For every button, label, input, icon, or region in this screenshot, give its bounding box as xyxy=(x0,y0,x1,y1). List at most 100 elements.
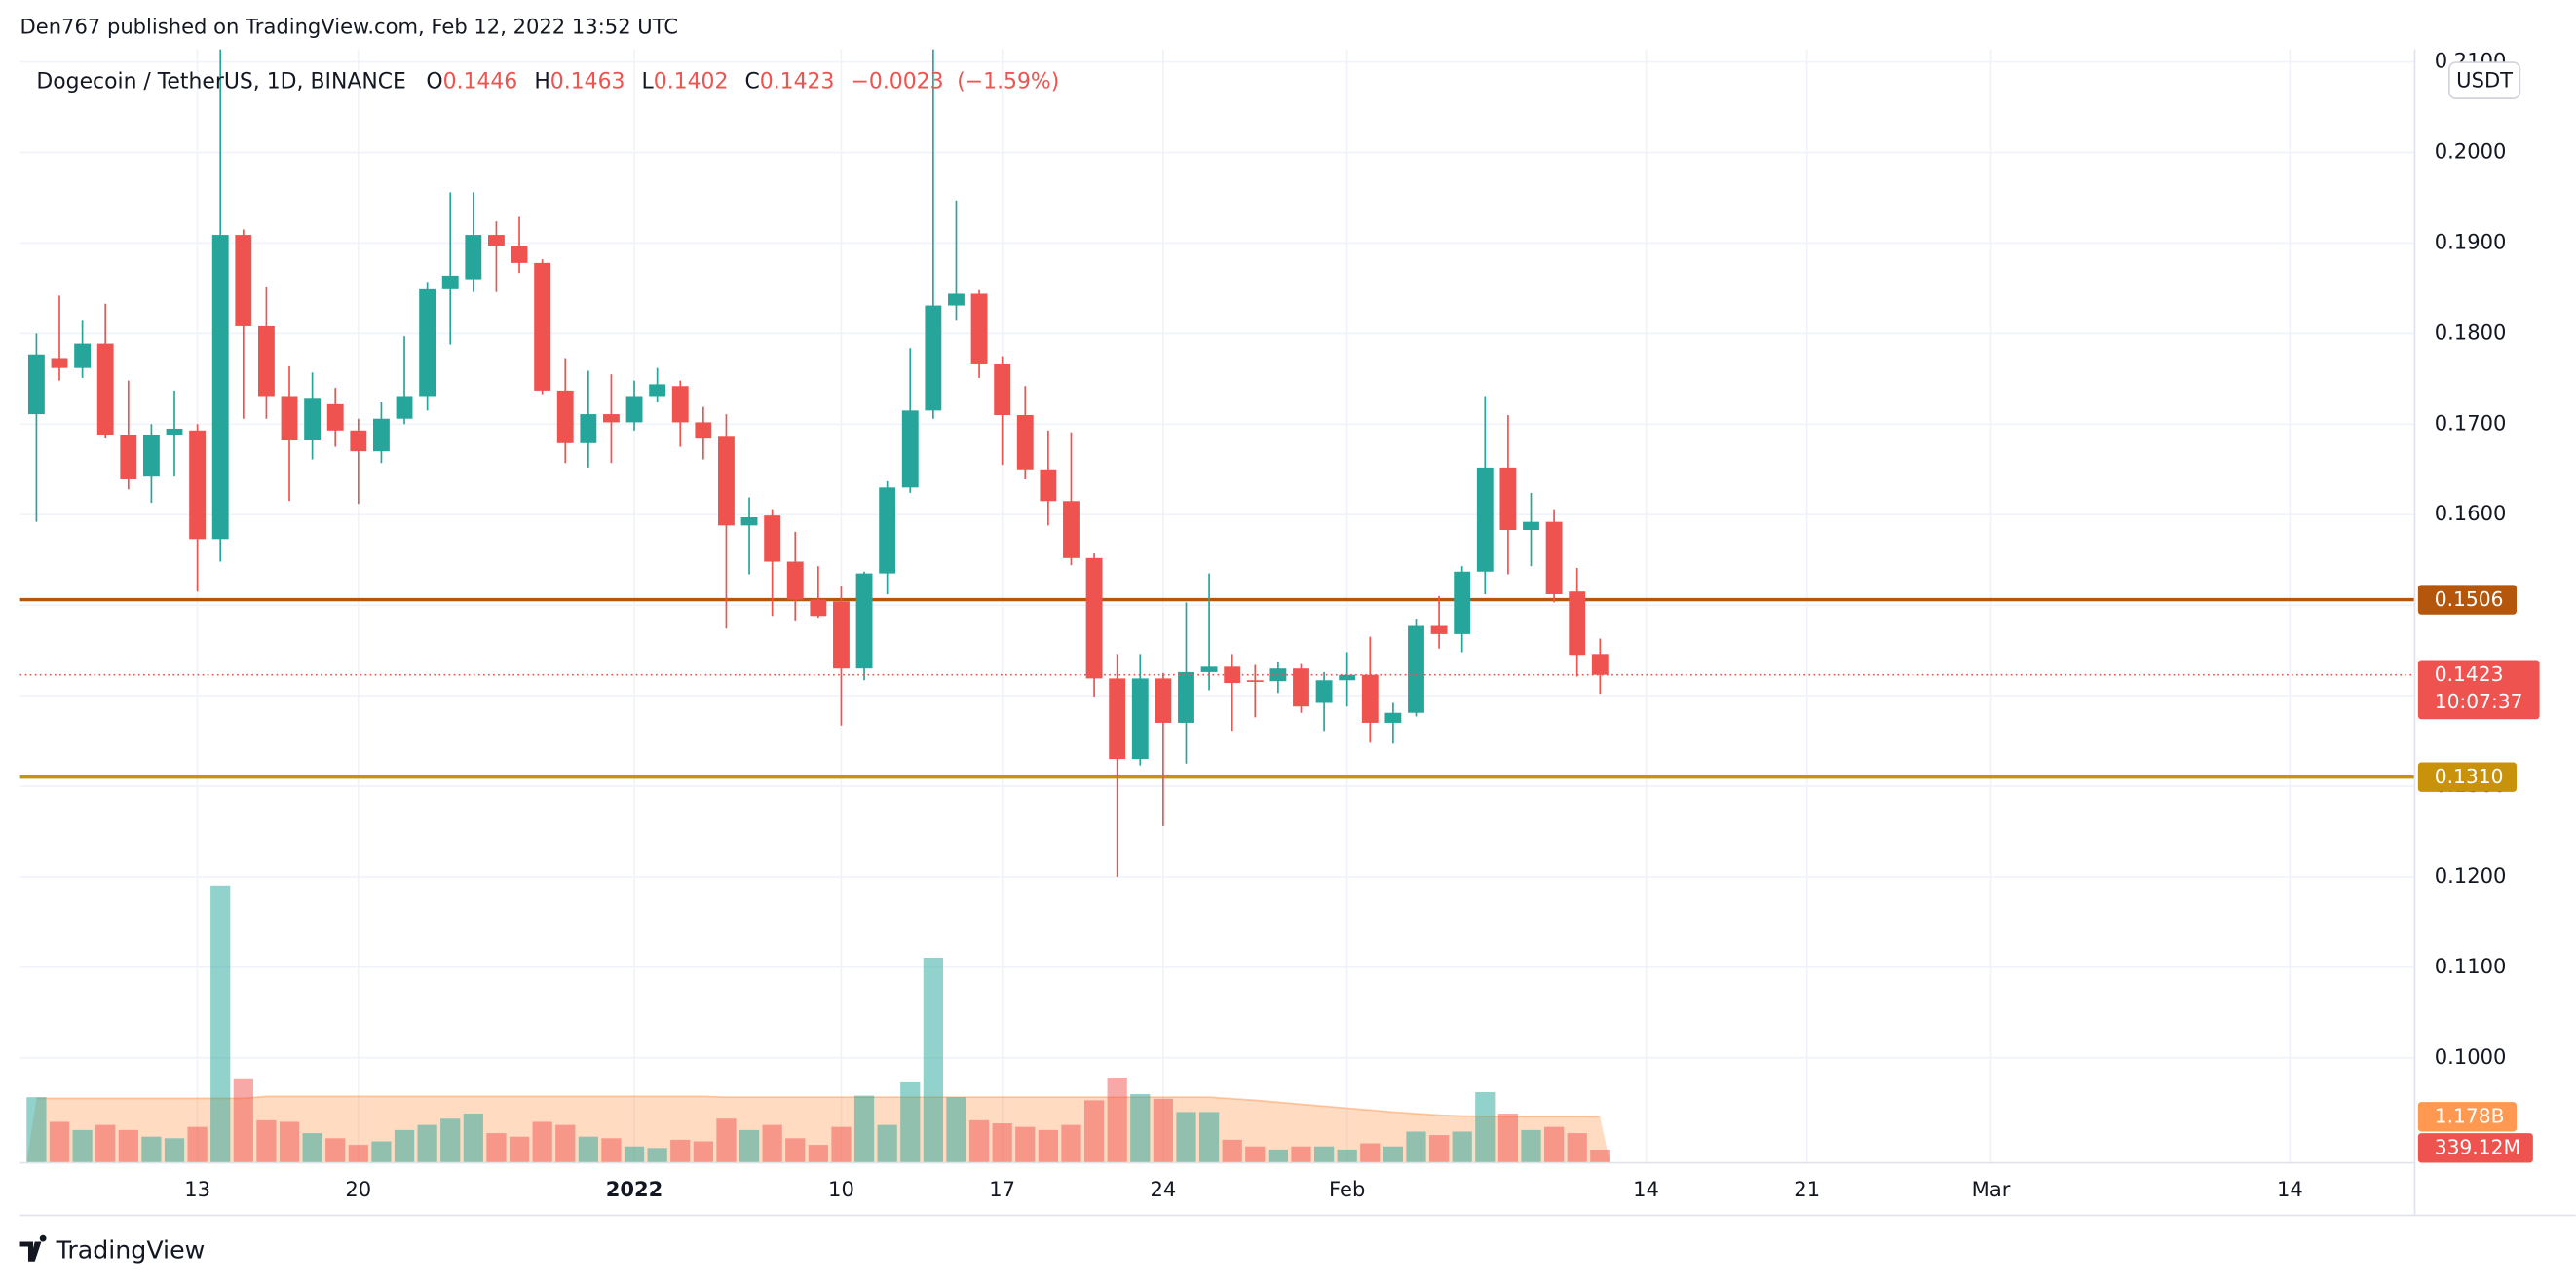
volume-bar xyxy=(95,1124,116,1163)
y-tick-label: 0.2000 xyxy=(2435,139,2507,164)
candle-body xyxy=(166,428,183,435)
candle-body xyxy=(1178,671,1194,723)
volume-bar xyxy=(716,1118,737,1163)
x-tick-label: 10 xyxy=(828,1177,854,1201)
volume-bar xyxy=(463,1114,483,1163)
volume-ma-line xyxy=(36,1095,1601,1118)
legend-value: 0.1446 xyxy=(443,69,518,94)
volume-bar xyxy=(118,1129,138,1163)
brand[interactable]: TradingView xyxy=(19,1234,206,1265)
volume-bar xyxy=(1475,1091,1496,1163)
candle-body xyxy=(1476,467,1494,572)
candle-body xyxy=(211,235,229,540)
volume-bar xyxy=(1567,1133,1587,1163)
candle-body xyxy=(235,235,252,326)
brand-logo[interactable] xyxy=(19,1234,47,1262)
candle-body xyxy=(603,414,620,423)
volume-bar xyxy=(762,1124,782,1163)
candle-body xyxy=(142,435,160,477)
volume-bar xyxy=(1428,1135,1450,1163)
candle-body xyxy=(465,235,482,280)
candle-body xyxy=(1361,674,1379,723)
legend-change: −0.0023 xyxy=(852,69,944,94)
volume-bar xyxy=(1521,1129,1541,1163)
y-tick-label: 0.1900 xyxy=(2435,229,2507,253)
currency-label[interactable]: USDT xyxy=(2456,67,2513,92)
candle-body xyxy=(718,436,735,526)
volume-bar xyxy=(49,1121,70,1163)
x-tick-label: 20 xyxy=(345,1177,371,1201)
candle-body xyxy=(396,396,413,419)
symbol-title: Dogecoin / TetherUS, 1D, BINANCE xyxy=(36,69,405,94)
volume-ma-tag-label: 1.178B xyxy=(2435,1105,2505,1128)
currency-button-frame[interactable] xyxy=(2448,61,2521,99)
candle-body xyxy=(120,435,137,479)
volume-bar xyxy=(1083,1100,1105,1163)
candle-body xyxy=(257,325,275,397)
legend-key: C xyxy=(744,69,759,94)
candle-body xyxy=(27,354,45,415)
legend-value: 0.1423 xyxy=(760,69,835,94)
volume-bar xyxy=(808,1145,828,1163)
candle-body xyxy=(1499,467,1517,531)
candle-body xyxy=(1569,591,1586,656)
candle-body xyxy=(1384,712,1402,723)
x-tick-label: Feb xyxy=(1329,1177,1365,1201)
volume-bar xyxy=(1107,1078,1127,1163)
y-tick-label: 0.1000 xyxy=(2435,1044,2507,1069)
candle-body xyxy=(695,422,712,439)
grid xyxy=(19,49,2415,1163)
volume-bar xyxy=(1268,1149,1288,1163)
legend-key: H xyxy=(534,69,549,94)
candle-body xyxy=(304,398,322,441)
candle-body xyxy=(1085,557,1103,679)
level-tag xyxy=(2417,762,2517,792)
volume-bar xyxy=(440,1118,461,1163)
candle-body xyxy=(625,396,643,423)
brand-name[interactable]: TradingView xyxy=(56,1236,206,1265)
volume-bar xyxy=(1245,1146,1266,1163)
candle-body xyxy=(764,515,781,562)
volume-tag xyxy=(2417,1133,2533,1163)
x-tick-label: 24 xyxy=(1150,1177,1176,1201)
volume-bar xyxy=(1383,1146,1404,1163)
volume-bar xyxy=(853,1095,875,1163)
legend-key: L xyxy=(642,69,655,94)
volume-bar xyxy=(233,1078,253,1163)
candle-body xyxy=(948,293,965,306)
volume-bar xyxy=(1222,1139,1242,1163)
candle-body xyxy=(556,390,574,443)
volume-bar xyxy=(164,1138,185,1163)
candle-body xyxy=(671,386,689,423)
volume-bar xyxy=(486,1133,507,1163)
header: Den767 published on TradingView.com, Feb… xyxy=(20,15,679,39)
volume-bar xyxy=(555,1124,576,1163)
candle-body xyxy=(372,418,390,452)
candle-body xyxy=(534,262,551,391)
x-tick-label: 17 xyxy=(989,1177,1015,1201)
y-tick-label: 0.1700 xyxy=(2435,410,2507,435)
volume-bar xyxy=(831,1126,852,1163)
volume-bar xyxy=(1015,1126,1036,1163)
volume-bar xyxy=(417,1124,437,1163)
candle-body xyxy=(281,396,298,441)
volume-bar xyxy=(141,1136,162,1163)
volume-bar xyxy=(739,1129,760,1163)
volume-bar xyxy=(187,1126,208,1163)
candle-body xyxy=(96,343,114,435)
volume-bar xyxy=(1198,1112,1220,1163)
volume-bar xyxy=(601,1138,622,1163)
candle-body xyxy=(833,601,850,669)
volume-bar xyxy=(1452,1131,1472,1163)
currency-button[interactable]: USDT xyxy=(2448,61,2521,99)
candle-body xyxy=(511,246,528,263)
volume-bar xyxy=(72,1129,93,1163)
level-tag-label: 0.1310 xyxy=(2435,765,2504,788)
y-tick-label: 0.1800 xyxy=(2435,320,2507,344)
volume-bar xyxy=(325,1138,346,1163)
volume-bar xyxy=(210,885,231,1163)
volume-bar xyxy=(1153,1098,1173,1163)
volume-bar xyxy=(1360,1143,1381,1163)
volume-bar xyxy=(693,1141,713,1163)
level-tag xyxy=(2417,585,2517,615)
